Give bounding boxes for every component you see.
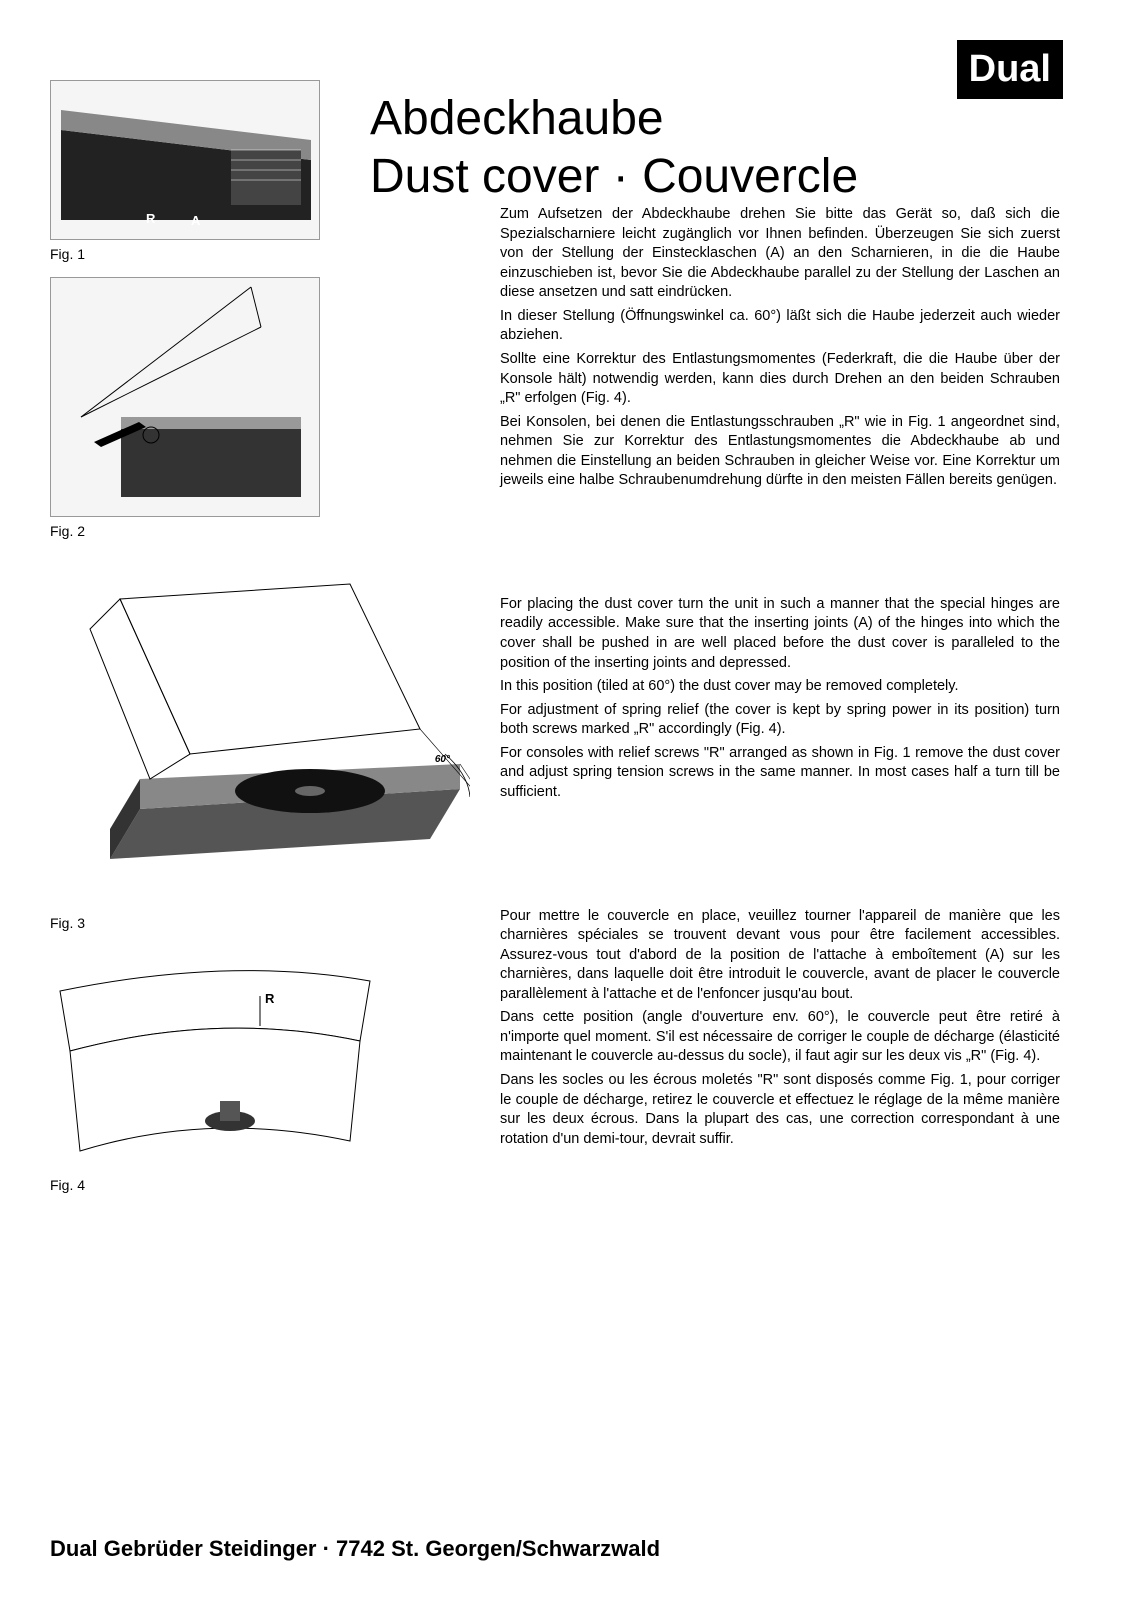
fig4-caption: Fig. 4 xyxy=(50,1177,470,1193)
german-p2: In dieser Stellung (Öffnungswinkel ca. 6… xyxy=(500,307,1060,346)
german-p4: Bei Konsolen, bei denen die Entlastungss… xyxy=(500,413,1060,491)
french-p3: Dans les socles ou les écrous moletés "R… xyxy=(500,1071,1060,1149)
fig4-label-r: R xyxy=(265,991,274,1006)
figures-column: R A Fig. 1 Fig. 2 xyxy=(50,80,470,1208)
german-section: Zum Aufsetzen der Abdeckhaube drehen Sie… xyxy=(500,205,1060,491)
fig1-illustration xyxy=(51,80,319,240)
figure-3: 60° Fig. 3 xyxy=(50,579,470,931)
english-p3: For adjustment of spring relief (the cov… xyxy=(500,701,1060,740)
french-p2: Dans cette position (angle d'ouverture e… xyxy=(500,1008,1060,1067)
english-section: For placing the dust cover turn the unit… xyxy=(500,595,1060,803)
text-column: Zum Aufsetzen der Abdeckhaube drehen Sie… xyxy=(500,205,1060,1153)
brand-logo: Dual xyxy=(957,40,1063,99)
figure-4: R Fig. 4 xyxy=(50,951,470,1193)
figure-1: R A Fig. 1 xyxy=(50,80,470,262)
english-p2: In this position (tiled at 60°) the dust… xyxy=(500,677,1060,697)
fig3-illustration xyxy=(50,579,470,909)
german-p3: Sollte eine Korrektur des Entlastungsmom… xyxy=(500,350,1060,409)
document-title: Abdeckhaube Dust cover · Couvercle xyxy=(370,90,1073,205)
footer-text: Dual Gebrüder Steidinger · 7742 St. Geor… xyxy=(50,1536,1073,1562)
fig2-illustration xyxy=(51,277,319,517)
fig4-illustration xyxy=(50,951,380,1171)
fig1-caption: Fig. 1 xyxy=(50,246,470,262)
title-line-2: Dust cover · Couvercle xyxy=(370,148,1073,206)
fig3-angle-label: 60° xyxy=(435,754,450,765)
german-p1: Zum Aufsetzen der Abdeckhaube drehen Sie… xyxy=(500,205,1060,303)
french-p1: Pour mettre le couvercle en place, veuil… xyxy=(500,907,1060,1005)
french-section: Pour mettre le couvercle en place, veuil… xyxy=(500,907,1060,1150)
english-p1: For placing the dust cover turn the unit… xyxy=(500,595,1060,673)
figure-2: Fig. 2 xyxy=(50,277,470,539)
english-p4: For consoles with relief screws "R" arra… xyxy=(500,744,1060,803)
fig2-caption: Fig. 2 xyxy=(50,523,470,539)
fig3-caption: Fig. 3 xyxy=(50,915,470,931)
fig1-label-r: R xyxy=(146,211,155,226)
fig1-label-a: A xyxy=(191,213,200,228)
